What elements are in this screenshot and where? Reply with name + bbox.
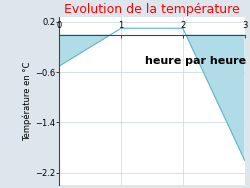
Text: 2: 2	[180, 20, 186, 30]
Text: heure par heure: heure par heure	[144, 56, 246, 66]
Y-axis label: Température en °C: Température en °C	[23, 61, 32, 141]
Title: Evolution de la température: Evolution de la température	[64, 3, 240, 16]
Text: 0: 0	[57, 20, 62, 30]
Text: 3: 3	[242, 20, 247, 30]
Text: 1: 1	[118, 20, 124, 30]
